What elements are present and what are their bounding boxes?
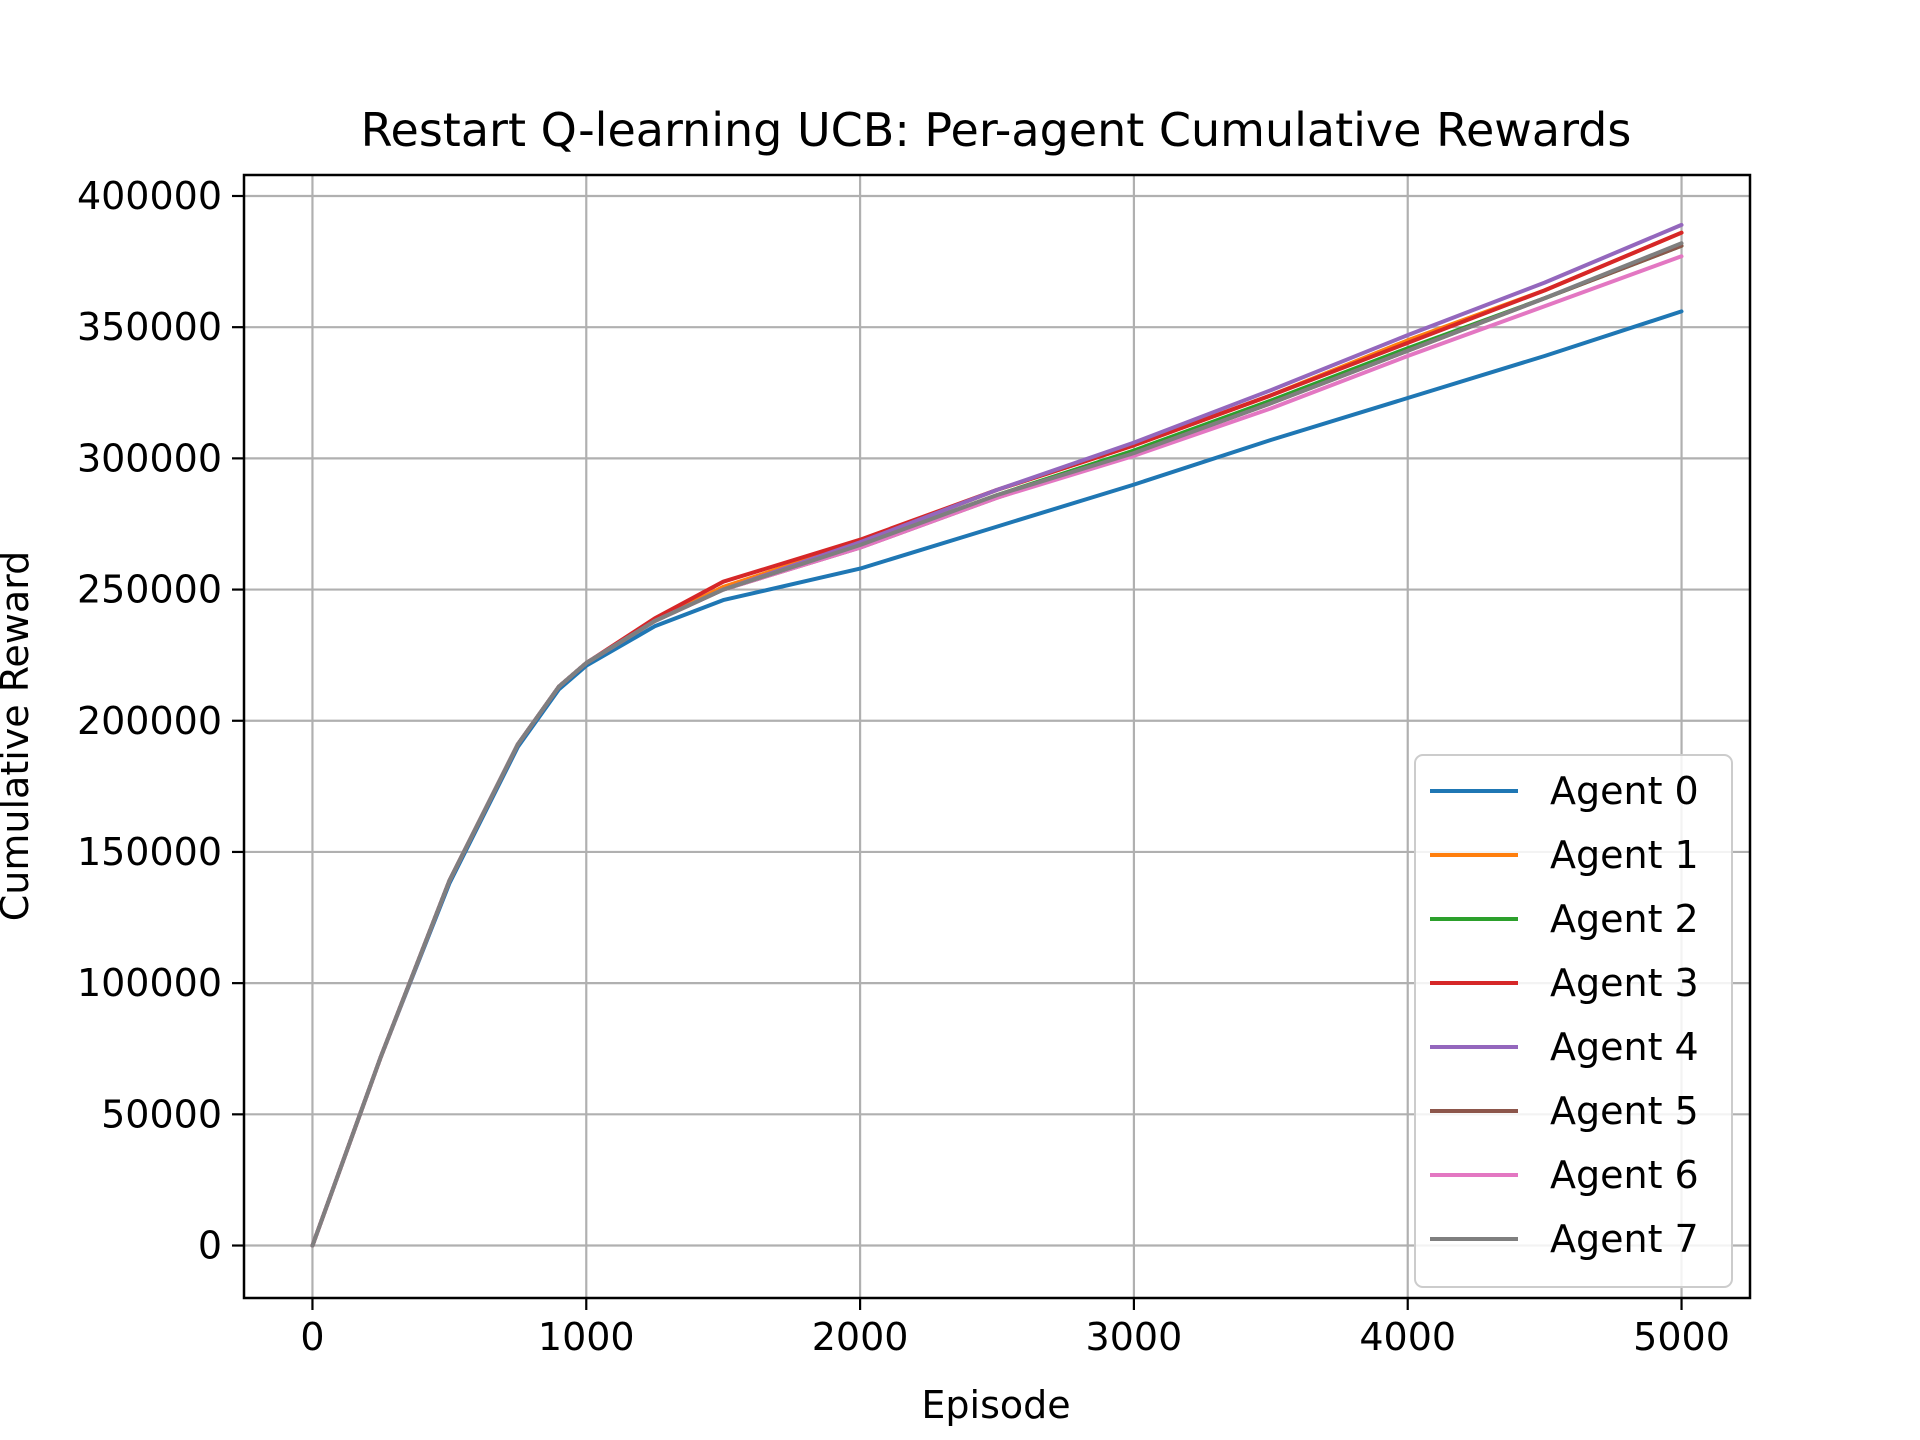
x-tick-label: 0 xyxy=(300,1315,324,1359)
legend-label-agent-1: Agent 1 xyxy=(1550,833,1699,877)
plot-frame xyxy=(242,173,1752,1300)
legend-label-agent-0: Agent 0 xyxy=(1550,769,1699,813)
x-tick-label: 2000 xyxy=(812,1315,909,1359)
legend: Agent 0 Agent 1 Agent 2 Agent 3 Agent 4 Agent… xyxy=(1414,754,1733,1288)
y-axis: 0 50000 100000 150000 200000 250000 300000 3500… xyxy=(77,174,244,1268)
legend-label-agent-7: Agent 7 xyxy=(1550,1217,1699,1261)
x-tick-label: 5000 xyxy=(1633,1315,1730,1359)
x-tick-label: 4000 xyxy=(1359,1315,1456,1359)
y-tick-label: 250000 xyxy=(77,568,222,612)
y-axis-label: Cumulative Reward xyxy=(0,551,37,921)
y-tick-label: 100000 xyxy=(77,961,222,1005)
series-layer xyxy=(310,222,1684,1248)
chart-title: Restart Q-learning UCB: Per-agent Cumula… xyxy=(361,103,1632,157)
x-tick-label: 3000 xyxy=(1086,1315,1183,1359)
legend-label-agent-4: Agent 4 xyxy=(1550,1025,1699,1069)
y-tick-label: 200000 xyxy=(77,699,222,743)
y-tick-label: 0 xyxy=(198,1224,222,1268)
y-tick-label: 350000 xyxy=(77,305,222,349)
x-axis-label: Episode xyxy=(921,1383,1070,1427)
x-axis: 0 1000 2000 3000 4000 5000 xyxy=(300,1298,1730,1359)
y-tick-label: 300000 xyxy=(77,436,222,480)
legend-box xyxy=(1414,754,1733,1288)
y-tick-label: 150000 xyxy=(77,830,222,874)
legend-label-agent-2: Agent 2 xyxy=(1550,897,1699,941)
series-line-agent-7 xyxy=(310,241,1684,1248)
legend-label-agent-5: Agent 5 xyxy=(1550,1089,1699,1133)
legend-label-agent-3: Agent 3 xyxy=(1550,961,1699,1005)
y-tick-label: 50000 xyxy=(101,1092,222,1136)
legend-label-agent-6: Agent 6 xyxy=(1550,1153,1699,1197)
y-tick-label: 400000 xyxy=(77,174,222,218)
x-tick-label: 1000 xyxy=(538,1315,635,1359)
